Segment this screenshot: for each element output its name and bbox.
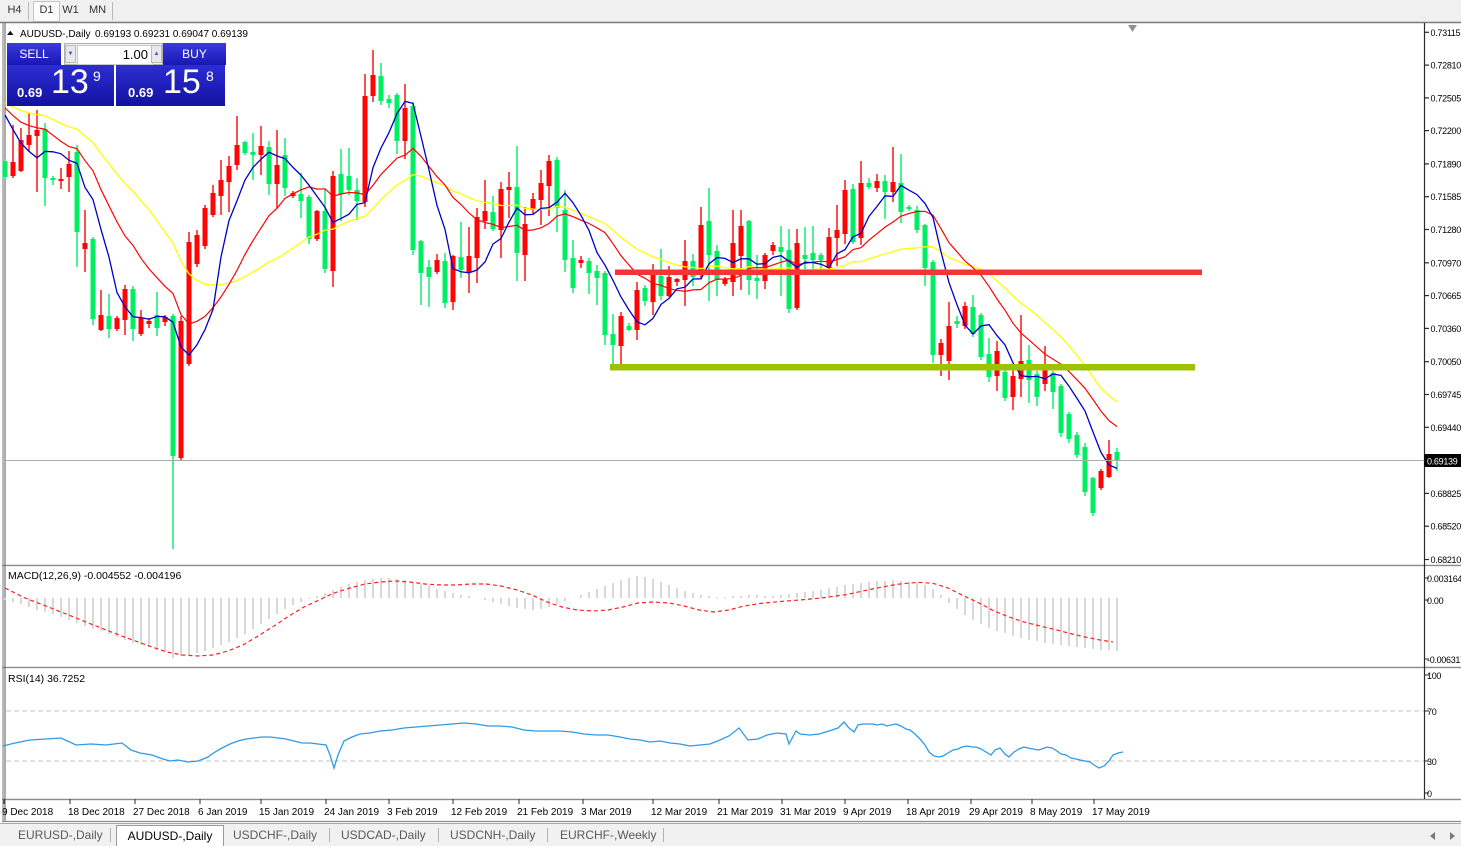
svg-text:15 Jan 2019: 15 Jan 2019 (259, 807, 314, 818)
svg-text:0.71280: 0.71280 (1431, 225, 1461, 235)
svg-text:29 Apr 2019: 29 Apr 2019 (969, 807, 1023, 818)
svg-text:12 Feb 2019: 12 Feb 2019 (451, 807, 508, 818)
svg-text:0.68210: 0.68210 (1431, 555, 1461, 565)
svg-text:6 Jan 2019: 6 Jan 2019 (198, 807, 248, 818)
svg-text:24 Jan 2019: 24 Jan 2019 (324, 807, 379, 818)
svg-text:9 Apr 2019: 9 Apr 2019 (843, 807, 892, 818)
svg-text:17 May 2019: 17 May 2019 (1092, 807, 1150, 818)
svg-text:0.71585: 0.71585 (1431, 192, 1461, 202)
svg-text:RSI(14) 36.7252: RSI(14) 36.7252 (8, 673, 85, 685)
svg-text:0.71890: 0.71890 (1431, 159, 1461, 169)
svg-text:31 Mar 2019: 31 Mar 2019 (780, 807, 837, 818)
svg-text:AUDUSD-,Daily: AUDUSD-,Daily (20, 29, 91, 40)
svg-text:0.003164: 0.003164 (1427, 574, 1461, 584)
svg-text:18 Dec 2018: 18 Dec 2018 (68, 807, 125, 818)
svg-text:0.69139: 0.69139 (1427, 457, 1458, 467)
svg-text:0.68825: 0.68825 (1431, 489, 1461, 499)
svg-text:3 Feb 2019: 3 Feb 2019 (387, 807, 438, 818)
svg-text:100: 100 (1427, 671, 1441, 681)
svg-text:27 Dec 2018: 27 Dec 2018 (133, 807, 190, 818)
svg-text:0.69440: 0.69440 (1431, 423, 1461, 433)
svg-text:-0.006317: -0.006317 (1427, 655, 1461, 665)
svg-text:3 Mar 2019: 3 Mar 2019 (581, 807, 632, 818)
svg-text:0.72810: 0.72810 (1431, 61, 1461, 71)
svg-text:0.72200: 0.72200 (1431, 126, 1461, 136)
svg-text:30: 30 (1427, 757, 1437, 767)
svg-text:MACD(12,26,9) -0.004552 -0.004: MACD(12,26,9) -0.004552 -0.004196 (8, 570, 182, 582)
svg-text:0.73115: 0.73115 (1431, 28, 1461, 38)
svg-text:12 Mar 2019: 12 Mar 2019 (651, 807, 708, 818)
svg-text:21 Mar 2019: 21 Mar 2019 (717, 807, 774, 818)
svg-text:0.72505: 0.72505 (1431, 93, 1461, 103)
svg-text:0.69745: 0.69745 (1431, 390, 1461, 400)
svg-text:21 Feb 2019: 21 Feb 2019 (517, 807, 574, 818)
svg-text:0.70050: 0.70050 (1431, 357, 1461, 367)
svg-text:0.70360: 0.70360 (1431, 324, 1461, 334)
svg-text:9 Dec 2018: 9 Dec 2018 (2, 807, 54, 818)
svg-text:0.69193 0.69231 0.69047 0.6913: 0.69193 0.69231 0.69047 0.69139 (95, 29, 248, 40)
svg-text:0.70970: 0.70970 (1431, 258, 1461, 268)
svg-text:18 Apr 2019: 18 Apr 2019 (906, 807, 960, 818)
svg-text:0: 0 (1427, 789, 1432, 799)
svg-text:0.00: 0.00 (1427, 596, 1444, 606)
svg-text:0.70665: 0.70665 (1431, 291, 1461, 301)
svg-text:0.68520: 0.68520 (1431, 522, 1461, 532)
svg-text:70: 70 (1427, 707, 1437, 717)
svg-text:8 May 2019: 8 May 2019 (1030, 807, 1083, 818)
